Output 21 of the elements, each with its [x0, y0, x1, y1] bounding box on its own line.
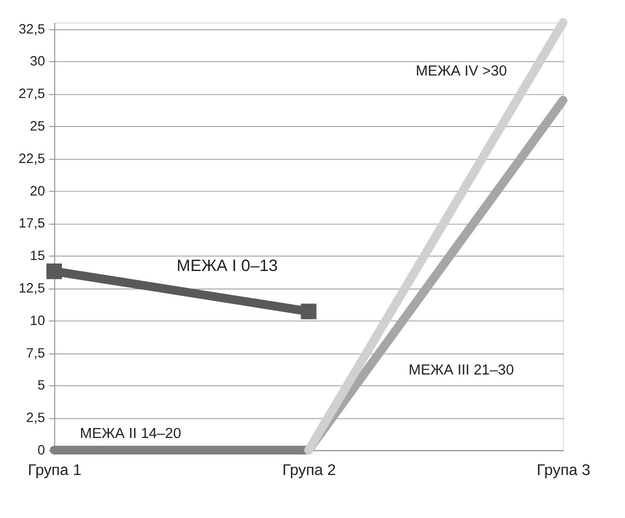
- y-tick-label: 5: [37, 378, 45, 393]
- text: МЕЖА III 21–30: [408, 362, 514, 379]
- y-tick-label: 30: [30, 54, 45, 69]
- y-tick-label: 7,5: [26, 345, 45, 360]
- series-label: МЕЖА I 0–13: [176, 256, 278, 275]
- series-label: МЕЖА II 14–20: [80, 426, 182, 442]
- y-tick-label: 17,5: [18, 216, 45, 231]
- y-tick-label: 2,5: [26, 410, 45, 426]
- x-tick-label: Група 1: [28, 462, 82, 479]
- y-tick-label: 25: [30, 118, 45, 134]
- x-tick-label: Група 3: [536, 462, 590, 479]
- y-tick-label: 27,5: [18, 86, 45, 102]
- y-tick-label: 10: [30, 312, 45, 328]
- y-tick-label: 15: [30, 248, 45, 264]
- y-tick-label: 22,5: [18, 150, 45, 166]
- y-tick-label: 32,5: [18, 21, 45, 36]
- y-tick-label: 12,5: [18, 280, 45, 296]
- series-label: МЕЖА IV >30: [416, 63, 507, 80]
- y-tick-label: 0: [37, 442, 45, 458]
- y-tick-label: 20: [30, 183, 45, 198]
- x-tick-label: Група 2: [282, 462, 336, 479]
